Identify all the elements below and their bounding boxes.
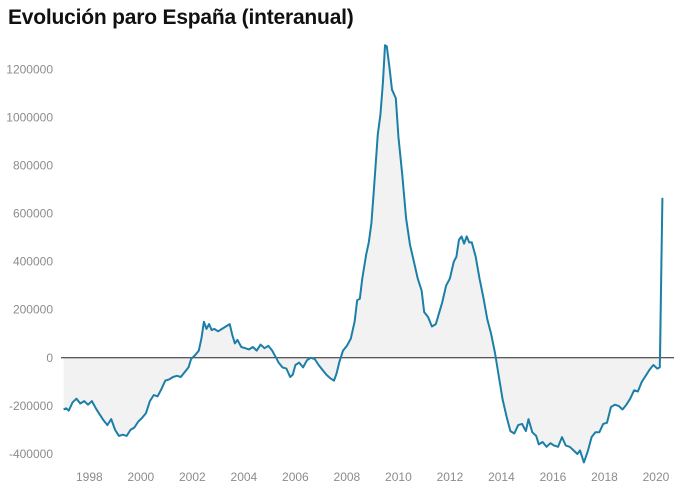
x-tick-label: 2014 (488, 470, 515, 484)
x-tick-label: 2000 (127, 470, 154, 484)
y-tick-label: 1200000 (6, 62, 53, 76)
y-tick-label: 200000 (13, 303, 53, 317)
x-tick-label: 2020 (643, 470, 670, 484)
x-tick-label: 2002 (179, 470, 206, 484)
x-tick-label: 2006 (282, 470, 309, 484)
x-tick-label: 2010 (385, 470, 412, 484)
x-tick-label: 2016 (540, 470, 567, 484)
y-tick-label: -200000 (9, 399, 53, 413)
series-area-fill (63, 45, 663, 463)
series-line (63, 44, 664, 464)
y-tick-label: -400000 (9, 447, 53, 461)
chart-title: Evolución paro España (interanual) (8, 6, 354, 29)
x-tick-label: 1998 (76, 470, 103, 484)
x-tick-label: 2012 (437, 470, 464, 484)
y-tick-label: 800000 (13, 158, 53, 172)
y-tick-label: 600000 (13, 207, 53, 221)
y-axis: 1200000 1000000 800000 600000 400000 200000 0 -… (6, 62, 53, 461)
x-axis: 1998 2000 2002 2004 2006 2008 2010 2012 2014 2016… (76, 470, 670, 484)
x-tick-label: 2004 (231, 470, 258, 484)
x-tick-label: 2018 (591, 470, 618, 484)
x-tick-label: 2008 (334, 470, 361, 484)
y-tick-label: 0 (46, 351, 53, 365)
y-tick-label: 1000000 (6, 110, 53, 124)
y-tick-label: 400000 (13, 255, 53, 269)
